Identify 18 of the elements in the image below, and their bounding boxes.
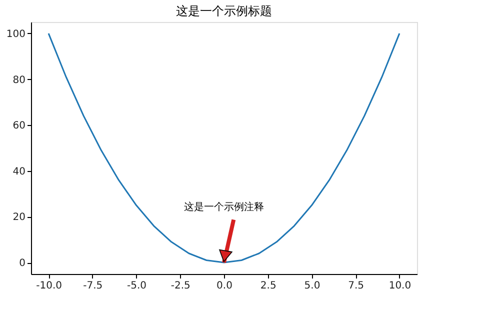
y-tick-label: 0 <box>19 258 26 270</box>
x-tick-label: 5.0 <box>304 280 320 292</box>
chart-title: 这是一个示例标题 <box>176 4 272 18</box>
y-tick-label: 40 <box>12 166 26 178</box>
x-tick-label: -2.5 <box>170 280 190 292</box>
x-tick-label: 2.5 <box>260 280 276 292</box>
x-tick-label: 7.5 <box>348 280 364 292</box>
x-tick-label: 10.0 <box>388 280 412 292</box>
y-tick-label: 20 <box>12 212 26 224</box>
line-series <box>48 32 400 264</box>
y-tick-label: 80 <box>12 74 26 86</box>
y-tick-label: 100 <box>6 28 26 40</box>
x-tick-label: -5.0 <box>127 280 147 292</box>
x-tick-label: -10.0 <box>36 280 62 292</box>
annotation: 这是一个示例注释 <box>184 201 264 214</box>
x-tick-label: -7.5 <box>83 280 103 292</box>
x-tick-label: 0.0 <box>216 280 232 292</box>
y-tick-label: 60 <box>12 120 26 132</box>
